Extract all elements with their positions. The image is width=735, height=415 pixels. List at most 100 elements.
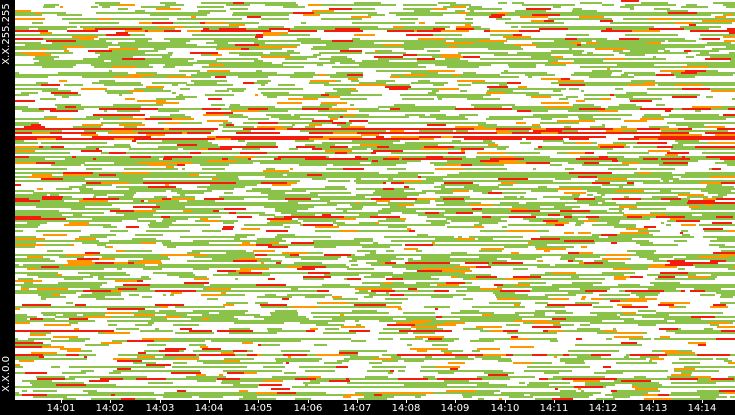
heatmap-cell bbox=[680, 274, 696, 276]
heatmap-cell bbox=[443, 198, 464, 200]
heatmap-cell bbox=[58, 282, 83, 284]
heatmap-cell bbox=[198, 394, 212, 396]
heatmap-cell bbox=[434, 186, 445, 188]
heatmap-cell bbox=[91, 6, 98, 8]
heatmap-cell bbox=[530, 116, 551, 118]
heatmap-cell bbox=[129, 394, 135, 396]
heatmap-cell bbox=[15, 160, 43, 162]
heatmap-cell bbox=[337, 360, 349, 362]
heatmap-cell bbox=[79, 354, 96, 356]
heatmap-cell bbox=[647, 274, 656, 276]
heatmap-cell bbox=[571, 44, 577, 46]
heatmap-cell bbox=[161, 90, 171, 92]
heatmap-cell bbox=[458, 160, 480, 162]
heatmap-cell bbox=[489, 256, 514, 258]
heatmap-cell bbox=[367, 180, 375, 182]
heatmap-cell bbox=[535, 106, 545, 108]
heatmap-cell bbox=[662, 66, 682, 68]
heatmap-cell bbox=[264, 264, 289, 266]
heatmap-cell bbox=[200, 164, 229, 166]
heatmap-cell bbox=[120, 118, 145, 120]
heatmap-cell bbox=[320, 302, 349, 304]
heatmap-cell bbox=[606, 358, 620, 360]
heatmap-cell bbox=[458, 378, 482, 380]
heatmap-cell bbox=[437, 198, 443, 200]
heatmap-cell bbox=[709, 276, 717, 278]
heatmap-cell bbox=[554, 56, 563, 58]
heatmap-cell bbox=[569, 146, 597, 148]
heatmap-cell bbox=[721, 254, 735, 256]
heatmap-cell bbox=[463, 298, 473, 300]
heatmap-cell bbox=[167, 116, 191, 118]
heatmap-cell bbox=[541, 78, 561, 80]
heatmap-cell bbox=[640, 168, 658, 170]
heatmap-cell bbox=[81, 150, 102, 152]
heatmap-cell bbox=[284, 226, 290, 228]
heatmap-cell bbox=[15, 266, 41, 268]
heatmap-cell bbox=[204, 198, 224, 200]
heatmap-cell bbox=[626, 62, 634, 64]
heatmap-cell bbox=[146, 230, 174, 232]
heatmap-cell bbox=[428, 92, 436, 94]
heatmap-cell bbox=[430, 44, 460, 46]
heatmap-cell bbox=[284, 216, 307, 218]
heatmap-cell bbox=[61, 26, 73, 28]
heatmap-cell bbox=[678, 268, 685, 270]
heatmap-cell bbox=[168, 382, 173, 384]
heatmap-cell bbox=[658, 394, 669, 396]
heatmap-cell bbox=[209, 64, 224, 66]
heatmap-cell bbox=[697, 380, 709, 382]
heatmap-cell bbox=[498, 158, 524, 160]
heatmap-cell bbox=[327, 202, 338, 204]
heatmap-cell bbox=[271, 272, 281, 274]
heatmap-cell bbox=[275, 210, 297, 212]
heatmap-cell bbox=[633, 66, 662, 68]
heatmap-cell bbox=[301, 258, 318, 260]
heatmap-cell bbox=[337, 186, 345, 188]
heatmap-cell bbox=[15, 84, 20, 86]
heatmap-cell bbox=[202, 314, 226, 316]
heatmap-cell bbox=[574, 198, 595, 200]
heatmap-cell bbox=[589, 262, 603, 264]
heatmap-cell bbox=[33, 390, 57, 392]
heatmap-cell bbox=[700, 206, 729, 208]
heatmap-cell bbox=[416, 62, 424, 64]
heatmap-cell bbox=[270, 254, 290, 256]
heatmap-cell bbox=[130, 34, 145, 36]
heatmap-cell bbox=[644, 44, 648, 46]
heatmap-cell bbox=[540, 190, 558, 192]
heatmap-cell bbox=[113, 62, 134, 64]
heatmap-cell bbox=[521, 26, 530, 28]
heatmap-cell bbox=[255, 302, 268, 304]
heatmap-cell bbox=[96, 12, 114, 14]
heatmap-cell bbox=[514, 304, 520, 306]
heatmap-cell bbox=[388, 178, 393, 180]
heatmap-cell bbox=[355, 286, 362, 288]
heatmap-cell bbox=[15, 122, 27, 124]
heatmap-cell bbox=[262, 272, 271, 274]
heatmap-cell bbox=[283, 354, 290, 356]
heatmap-cell bbox=[531, 242, 546, 244]
heatmap-cell bbox=[394, 188, 415, 190]
heatmap-cell bbox=[287, 266, 302, 268]
heatmap-cell bbox=[241, 340, 268, 342]
heatmap-cell bbox=[147, 392, 154, 394]
heatmap-cell bbox=[58, 290, 83, 292]
heatmap-cell bbox=[554, 40, 562, 42]
heatmap-cell bbox=[624, 160, 636, 162]
heatmap-cell bbox=[126, 38, 152, 40]
heatmap-cell bbox=[52, 240, 74, 242]
heatmap-cell bbox=[276, 46, 297, 48]
heatmap-cell bbox=[543, 220, 558, 222]
heatmap-cell bbox=[691, 322, 709, 324]
heatmap-cell bbox=[629, 272, 635, 274]
heatmap-cell bbox=[691, 236, 694, 238]
heatmap-cell bbox=[101, 122, 114, 124]
heatmap-cell bbox=[495, 262, 523, 264]
heatmap-cell bbox=[248, 64, 267, 66]
heatmap-cell bbox=[134, 62, 141, 64]
heatmap-cell bbox=[391, 116, 396, 118]
heatmap-cell bbox=[497, 12, 509, 14]
heatmap-cell bbox=[484, 372, 514, 374]
heatmap-cell bbox=[510, 14, 532, 16]
